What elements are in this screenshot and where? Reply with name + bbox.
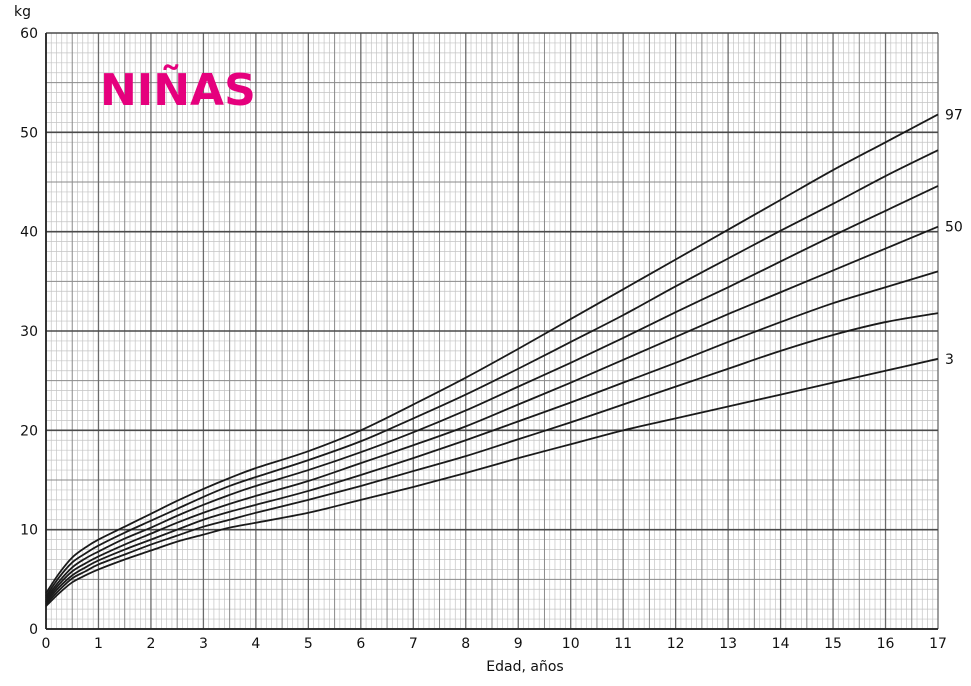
x-tick-label: 5 — [304, 636, 313, 652]
percentile-line — [45, 113, 939, 594]
x-tick-label: 14 — [772, 636, 790, 652]
x-tick-label: 2 — [146, 636, 155, 652]
x-tick-label: 7 — [409, 636, 418, 652]
y-axis-label: kg — [14, 4, 31, 20]
x-tick-label: 3 — [199, 636, 208, 652]
x-tick-label: 16 — [877, 636, 895, 652]
chart-title: NIÑAS — [100, 63, 256, 116]
x-tick-label: 15 — [824, 636, 842, 652]
x-tick-label: 6 — [356, 636, 365, 652]
y-tick-label: 20 — [20, 423, 38, 439]
x-tick-label: 10 — [562, 636, 580, 652]
y-tick-label: 30 — [20, 324, 38, 340]
y-tick-label: 10 — [20, 523, 38, 539]
percentile-line — [45, 225, 939, 601]
y-tick-label: 0 — [29, 622, 38, 638]
percentile-line — [45, 149, 939, 597]
x-tick-label: 4 — [251, 636, 260, 652]
y-tick-label: 40 — [20, 225, 38, 241]
series-label: 50 — [945, 220, 963, 236]
x-tick-label: 12 — [667, 636, 685, 652]
x-tick-label: 0 — [42, 636, 51, 652]
y-tick-label: 60 — [20, 26, 38, 42]
series-label: 97 — [945, 107, 963, 123]
percentile-line — [45, 185, 939, 599]
x-tick-label: 11 — [614, 636, 632, 652]
series-label: 3 — [945, 352, 954, 368]
percentile-line — [45, 357, 939, 607]
x-axis-label: Edad, años — [486, 659, 563, 675]
x-tick-label: 17 — [929, 636, 947, 652]
x-tick-label: 8 — [461, 636, 470, 652]
x-tick-label: 13 — [719, 636, 737, 652]
x-tick-label: 1 — [94, 636, 103, 652]
y-tick-label: 50 — [20, 125, 38, 141]
percentile-line — [45, 312, 939, 605]
percentile-line — [45, 270, 939, 603]
x-tick-label: 9 — [514, 636, 523, 652]
